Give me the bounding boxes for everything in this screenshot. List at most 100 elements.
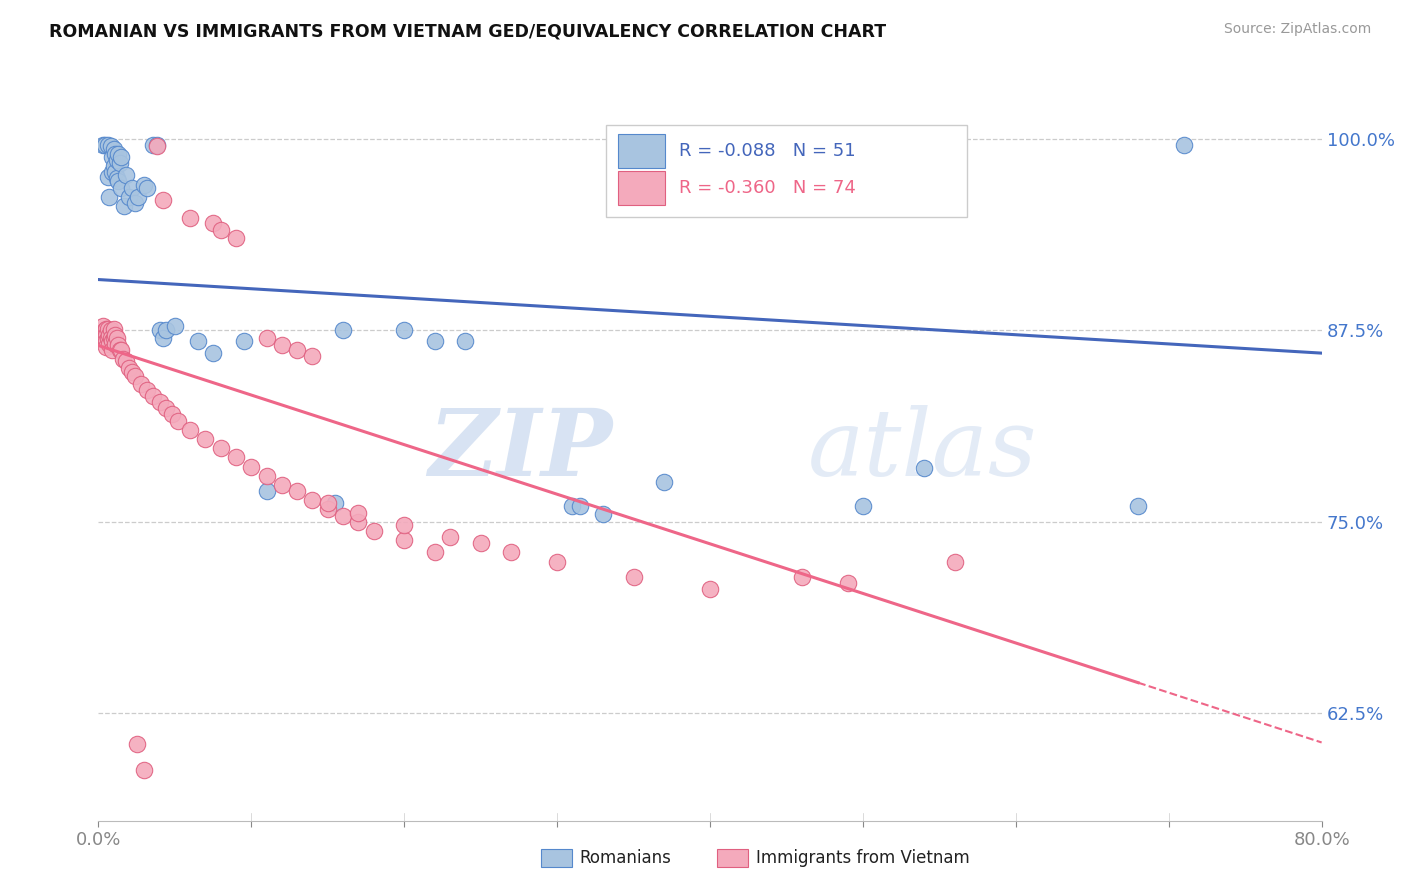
- Point: [301, 493, 323, 508]
- Point: [108, 343, 131, 357]
- Point: [100, 331, 122, 345]
- Point: [202, 216, 225, 230]
- Point: [118, 361, 141, 376]
- Point: [98, 327, 121, 342]
- Point: [179, 423, 201, 437]
- Text: Romanians: Romanians: [579, 849, 671, 867]
- Text: atlas: atlas: [808, 406, 1038, 495]
- Point: [93, 323, 115, 337]
- Point: [470, 536, 492, 550]
- Point: [152, 193, 174, 207]
- Point: [107, 146, 129, 161]
- Point: [1128, 500, 1150, 514]
- Point: [179, 211, 201, 226]
- Point: [101, 334, 124, 348]
- Point: [97, 137, 120, 152]
- Point: [202, 346, 225, 360]
- Point: [332, 323, 354, 337]
- Point: [129, 376, 152, 391]
- Point: [332, 508, 354, 523]
- Point: [100, 139, 122, 153]
- Text: R = -0.088   N = 51: R = -0.088 N = 51: [679, 143, 856, 161]
- Point: [118, 190, 141, 204]
- Point: [145, 139, 167, 153]
- Point: [110, 150, 132, 164]
- FancyBboxPatch shape: [619, 171, 665, 204]
- Point: [852, 500, 875, 514]
- Point: [105, 331, 128, 345]
- Point: [256, 484, 278, 499]
- Point: [103, 321, 125, 335]
- Point: [270, 478, 292, 492]
- Text: ZIP: ZIP: [427, 406, 612, 495]
- Point: [145, 137, 167, 152]
- Point: [316, 496, 339, 510]
- Point: [136, 383, 159, 397]
- Point: [270, 338, 292, 352]
- Point: [103, 142, 125, 156]
- Point: [392, 323, 416, 337]
- Point: [100, 323, 122, 337]
- Point: [101, 343, 124, 357]
- Point: [392, 517, 416, 532]
- Point: [104, 327, 127, 342]
- Point: [912, 461, 935, 475]
- Point: [93, 331, 115, 345]
- Point: [652, 475, 675, 489]
- Point: [209, 441, 232, 455]
- Point: [837, 576, 859, 591]
- Point: [149, 395, 172, 409]
- Point: [363, 524, 385, 538]
- Point: [111, 352, 134, 367]
- Point: [124, 195, 146, 210]
- Point: [790, 570, 813, 584]
- Point: [187, 334, 209, 348]
- Point: [423, 334, 446, 348]
- Point: [943, 555, 966, 569]
- Point: [561, 500, 583, 514]
- Point: [93, 137, 115, 152]
- FancyBboxPatch shape: [619, 135, 665, 168]
- Point: [125, 737, 148, 751]
- Point: [316, 502, 339, 516]
- Point: [136, 180, 159, 194]
- Point: [285, 343, 308, 357]
- Point: [105, 153, 128, 167]
- Point: [240, 459, 263, 474]
- Point: [127, 190, 149, 204]
- Point: [347, 515, 370, 529]
- Point: [149, 323, 172, 337]
- Point: [546, 555, 568, 569]
- Point: [98, 337, 121, 351]
- Point: [94, 327, 117, 342]
- Point: [94, 340, 117, 354]
- Point: [301, 349, 323, 363]
- Point: [104, 337, 127, 351]
- Point: [103, 159, 125, 173]
- Point: [501, 545, 523, 559]
- Point: [160, 408, 183, 422]
- Text: ROMANIAN VS IMMIGRANTS FROM VIETNAM GED/EQUIVALENCY CORRELATION CHART: ROMANIAN VS IMMIGRANTS FROM VIETNAM GED/…: [49, 22, 886, 40]
- Point: [225, 231, 247, 245]
- Point: [91, 318, 114, 333]
- Point: [121, 365, 143, 379]
- Point: [112, 199, 135, 213]
- Point: [325, 496, 347, 510]
- Point: [142, 389, 165, 403]
- Point: [110, 180, 132, 194]
- Point: [167, 413, 190, 427]
- Point: [256, 331, 278, 345]
- FancyBboxPatch shape: [606, 125, 967, 218]
- Point: [423, 545, 446, 559]
- Point: [104, 146, 127, 161]
- Point: [232, 334, 254, 348]
- Point: [115, 353, 138, 368]
- Point: [285, 484, 308, 499]
- Point: [97, 321, 120, 335]
- Point: [98, 190, 121, 204]
- Point: [91, 137, 114, 152]
- Point: [94, 321, 117, 335]
- Point: [101, 150, 124, 164]
- Point: [103, 331, 125, 345]
- Point: [124, 369, 146, 384]
